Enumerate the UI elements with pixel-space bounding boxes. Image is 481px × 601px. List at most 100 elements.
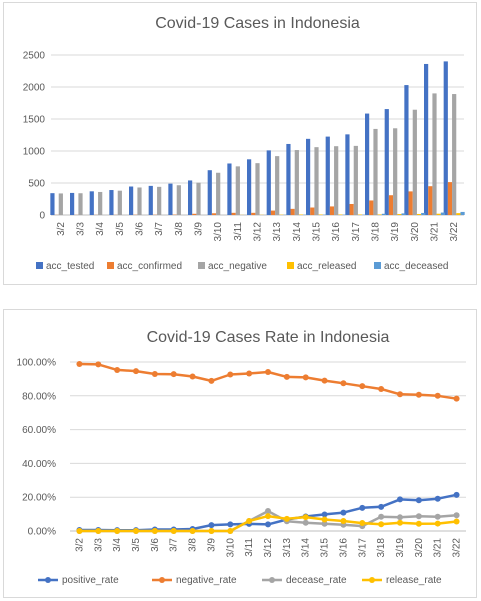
x-tick-label: 3/3	[93, 538, 104, 552]
bar-acc-negative-3-9	[196, 182, 201, 215]
bar-acc-confirmed-3-19	[388, 195, 394, 215]
legend-swatch	[107, 262, 114, 269]
bar-acc-confirmed-3-12	[251, 212, 256, 215]
y-tick-label: 40.00%	[22, 459, 56, 470]
point-release-rate-3-3	[95, 528, 102, 534]
bar-acc-negative-3-11	[235, 166, 240, 215]
point-release-rate-3-21	[434, 520, 441, 527]
x-tick-label: 3/11	[233, 222, 244, 241]
point-negative-rate-3-5	[133, 368, 139, 375]
x-tick-label: 3/20	[410, 222, 421, 242]
point-positive-rate-3-21	[434, 495, 441, 502]
point-negative-rate-3-7	[170, 371, 177, 378]
cases-chart-panel: Covid-19 Cases in Indonesia 0 500 1000 1500 2…	[3, 2, 477, 285]
cases-bar-chart: Covid-19 Cases in Indonesia 0 500 1000 1500 2…	[23, 15, 465, 272]
x-tick-label: 3/21	[433, 538, 444, 558]
x-tick-label: 3/20	[414, 538, 425, 558]
bar-acc-deceased-3-22	[460, 211, 465, 215]
bar-acc-tested-3-17	[345, 134, 350, 215]
y-tick-label: 80.00%	[22, 391, 56, 402]
bar-acc-negative-3-16	[334, 146, 339, 215]
bar-acc-confirmed-3-17	[349, 203, 354, 215]
point-positive-rate-3-18	[378, 503, 385, 510]
bar-acc-released-3-19	[397, 214, 402, 215]
point-negative-rate-3-10	[227, 371, 234, 378]
x-tick-label: 3/16	[338, 538, 349, 558]
x-tick-label: 3/4	[95, 222, 106, 236]
bar-acc-released-3-16	[338, 214, 343, 215]
point-negative-rate-3-16	[340, 380, 347, 387]
bar-acc-released-3-20	[416, 213, 422, 215]
y-tick-label: 1500	[23, 115, 46, 126]
bar-acc-tested-3-16	[325, 136, 330, 215]
point-positive-rate-3-20	[415, 497, 422, 504]
bar-acc-released-3-18	[377, 214, 382, 215]
x-tick-label: 3/14	[301, 538, 312, 558]
point-release-rate-3-11	[246, 518, 253, 525]
bar-acc-negative-3-2	[58, 193, 63, 215]
bar-acc-tested-3-19	[384, 109, 389, 215]
point-release-rate-3-19	[397, 519, 403, 526]
legend-label: acc_released	[297, 261, 356, 272]
legend-label: negative_rate	[176, 575, 237, 586]
x-tick-label: 3/21	[430, 222, 441, 242]
bar-acc-released-3-15	[318, 214, 323, 215]
point-negative-rate-3-2	[76, 361, 83, 368]
legend-label: acc_confirmed	[117, 261, 182, 272]
point-negative-rate-3-19	[397, 391, 403, 398]
rate-chart-panel: Covid-19 Cases Rate in Indonesia 0.00% 20.…	[3, 309, 477, 598]
point-release-rate-3-15	[321, 516, 328, 523]
x-tick-label: 3/8	[174, 222, 185, 236]
bar-acc-confirmed-3-22	[447, 182, 453, 215]
y-tick-label: 20.00%	[22, 493, 56, 504]
bar-acc-confirmed-3-16	[329, 206, 335, 215]
x-tick-label: 3/10	[213, 222, 224, 242]
bar-acc-negative-3-6	[137, 187, 142, 215]
x-tick-label: 3/11	[244, 538, 255, 557]
bar-acc-deceased-3-21	[440, 212, 445, 215]
legend-marker	[159, 577, 165, 583]
legend-marker	[369, 577, 375, 583]
legend-item-negative-rate: negative_rate	[152, 575, 237, 586]
y-tick-label: 60.00%	[22, 425, 56, 436]
bar-acc-negative-3-14	[294, 150, 299, 215]
bar-acc-tested-3-3	[70, 192, 75, 215]
point-negative-rate-3-6	[151, 370, 158, 377]
bar-acc-tested-3-7	[148, 185, 153, 215]
bar-acc-confirmed-3-9	[192, 213, 197, 215]
point-negative-rate-3-4	[114, 366, 121, 373]
x-tick-label: 3/17	[351, 222, 362, 242]
point-release-rate-3-13	[283, 515, 290, 522]
bar-acc-negative-3-12	[255, 163, 260, 215]
point-release-rate-3-6	[151, 528, 158, 534]
legend-label: release_rate	[386, 575, 442, 586]
x-tick-label: 3/2	[56, 222, 67, 236]
point-release-rate-3-12	[265, 513, 271, 520]
x-tick-label: 3/19	[395, 538, 406, 558]
bar-acc-tested-3-12	[247, 159, 252, 215]
x-tick-label: 3/8	[188, 538, 199, 552]
bar-acc-confirmed-3-10	[211, 213, 217, 215]
legend-swatch	[374, 262, 381, 269]
legend-label: decease_rate	[286, 575, 347, 586]
x-tick-label: 3/3	[76, 222, 87, 236]
bar-acc-tested-3-4	[89, 191, 94, 215]
point-negative-rate-3-22	[453, 395, 460, 402]
bar-acc-tested-3-21	[424, 63, 429, 216]
point-release-rate-3-2	[76, 528, 83, 534]
legend-item-acc-confirmed: acc_confirmed	[107, 261, 182, 272]
legend-label: acc_tested	[46, 261, 94, 272]
x-tick-label: 3/15	[312, 222, 323, 242]
point-release-rate-3-20	[415, 520, 422, 527]
bar-acc-negative-3-18	[373, 128, 378, 215]
point-decease-rate-3-22	[453, 512, 460, 519]
legend-label: acc_deceased	[384, 261, 449, 272]
point-negative-rate-3-20	[415, 391, 422, 398]
bar-acc-confirmed-3-14	[290, 208, 295, 215]
point-negative-rate-3-21	[434, 392, 441, 399]
bar-acc-released-3-21	[436, 213, 441, 215]
point-negative-rate-3-9	[208, 377, 215, 384]
point-negative-rate-3-15	[321, 377, 328, 384]
point-release-rate-3-17	[359, 520, 366, 527]
point-release-rate-3-7	[170, 528, 177, 534]
